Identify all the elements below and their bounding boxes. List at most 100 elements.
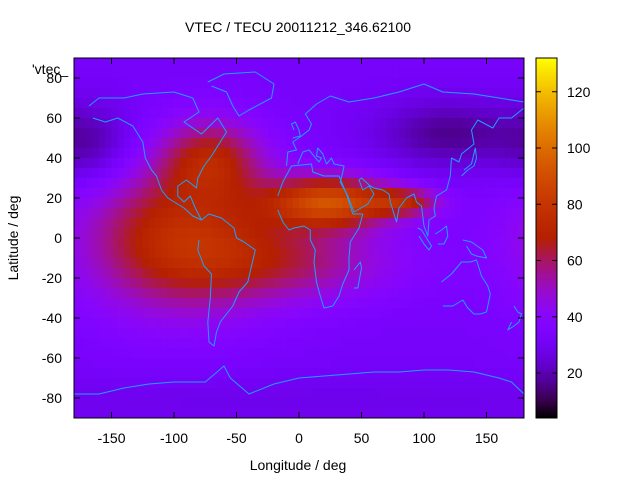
heatmap-cell <box>267 148 275 159</box>
heatmap-cell <box>117 218 125 229</box>
heatmap-cell <box>255 258 263 269</box>
heatmap-cell <box>111 88 119 99</box>
heatmap-cell <box>74 98 81 109</box>
heatmap-cell <box>180 98 188 109</box>
heatmap-cell <box>374 168 381 179</box>
heatmap-cell <box>99 168 106 179</box>
heatmap-cell <box>130 198 138 209</box>
heatmap-cell <box>224 198 231 209</box>
heatmap-cell <box>336 158 344 169</box>
heatmap-cell <box>467 278 475 289</box>
heatmap-cell <box>92 138 100 149</box>
heatmap-cell <box>167 368 175 379</box>
heatmap-cell <box>317 278 325 289</box>
heatmap-cell <box>424 208 431 219</box>
heatmap-cell <box>111 368 119 379</box>
heatmap-cell <box>355 158 363 169</box>
heatmap-cell <box>461 358 469 369</box>
heatmap-cell <box>330 318 338 329</box>
heatmap-cell <box>405 228 413 239</box>
heatmap-cell <box>511 198 519 209</box>
heatmap-cell <box>361 158 369 169</box>
heatmap-cell <box>242 408 250 418</box>
heatmap-cell <box>249 388 256 399</box>
heatmap-cell <box>511 88 519 99</box>
heatmap-cell <box>236 398 244 409</box>
heatmap-cell <box>330 328 338 339</box>
heatmap-cell <box>130 188 138 199</box>
heatmap-cell <box>92 388 100 399</box>
heatmap-cell <box>80 188 88 199</box>
heatmap-cell <box>299 368 306 379</box>
heatmap-cell <box>517 98 524 109</box>
heatmap-cell <box>192 158 200 169</box>
heatmap-cell <box>99 358 106 369</box>
heatmap-cell <box>324 308 331 319</box>
heatmap-cell <box>274 388 281 399</box>
heatmap-cell <box>336 98 344 109</box>
heatmap-cell <box>249 408 256 418</box>
heatmap-cell <box>124 338 131 349</box>
heatmap-cell <box>386 158 394 169</box>
heatmap-cell <box>255 358 263 369</box>
heatmap-cell <box>155 68 163 79</box>
heatmap-cell <box>411 308 419 319</box>
heatmap-cell <box>255 148 263 159</box>
heatmap-cell <box>311 128 319 139</box>
heatmap-cell <box>374 378 381 389</box>
heatmap-cell <box>224 318 231 329</box>
heatmap-cell <box>380 198 388 209</box>
heatmap-cell <box>517 268 524 279</box>
heatmap-cell <box>80 378 88 389</box>
heatmap-cell <box>317 318 325 329</box>
heatmap-cell <box>367 228 375 239</box>
heatmap-cell <box>86 248 94 259</box>
heatmap-cell <box>249 248 256 259</box>
heatmap-cell <box>367 388 375 399</box>
heatmap-cell <box>517 148 524 159</box>
heatmap-cell <box>442 68 450 79</box>
heatmap-cell <box>236 408 244 418</box>
heatmap-cell <box>311 98 319 109</box>
heatmap-cell <box>517 178 524 189</box>
heatmap-cell <box>499 98 506 109</box>
heatmap-cell <box>374 118 381 129</box>
heatmap-cell <box>405 148 413 159</box>
heatmap-cell <box>230 338 238 349</box>
heatmap-cell <box>461 268 469 279</box>
heatmap-cell <box>499 308 506 319</box>
heatmap-cell <box>436 138 444 149</box>
heatmap-cell <box>105 58 113 69</box>
heatmap-cell <box>174 58 181 69</box>
heatmap-cell <box>355 168 363 179</box>
heatmap-cell <box>355 108 363 119</box>
heatmap-cell <box>374 198 381 209</box>
heatmap-cell <box>342 168 350 179</box>
heatmap-cell <box>261 398 269 409</box>
heatmap-cell <box>280 198 288 209</box>
heatmap-cell <box>480 268 488 279</box>
heatmap-cell <box>230 308 238 319</box>
heatmap-cell <box>517 348 524 359</box>
heatmap-cell <box>492 338 500 349</box>
heatmap-cell <box>136 168 144 179</box>
heatmap-cell <box>492 298 500 309</box>
heatmap-cell <box>461 408 469 418</box>
heatmap-cell <box>280 338 288 349</box>
heatmap-cell <box>286 58 294 69</box>
heatmap-cell <box>330 298 338 309</box>
heatmap-cell <box>149 128 156 139</box>
heatmap-cell <box>292 228 300 239</box>
heatmap-cell <box>492 268 500 279</box>
heatmap-cell <box>174 408 181 418</box>
heatmap-cell <box>430 218 438 229</box>
heatmap-cell <box>111 298 119 309</box>
heatmap-cell <box>499 378 506 389</box>
heatmap-cell <box>92 368 100 379</box>
heatmap-cell <box>449 228 456 239</box>
heatmap-cell <box>392 88 400 99</box>
heatmap-cell <box>305 88 313 99</box>
heatmap-cell <box>392 228 400 239</box>
heatmap-cell <box>342 108 350 119</box>
heatmap-cell <box>386 398 394 409</box>
